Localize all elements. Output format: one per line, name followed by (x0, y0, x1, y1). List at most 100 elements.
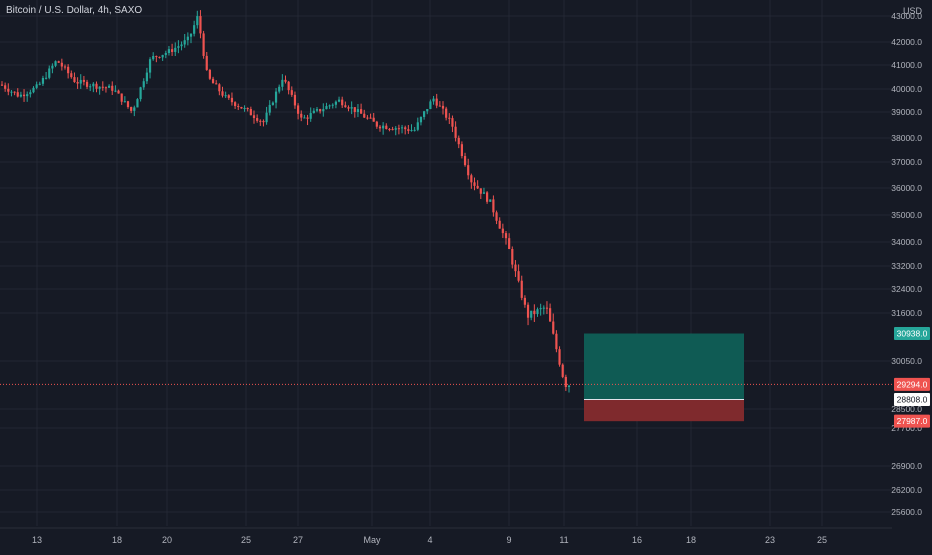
x-tick-label: 11 (559, 535, 568, 545)
candle-body (300, 113, 303, 118)
price-tag-label: 29294.0 (897, 379, 928, 389)
time-axis[interactable]: 13 18 20 25 27 May 4 9 11 16 18 23 25 (0, 527, 892, 545)
x-tick-label: 4 (427, 535, 432, 545)
candle-body (385, 125, 388, 130)
candle-body (79, 79, 82, 84)
candle-body (514, 264, 517, 272)
y-tick-label: 34000.0 (891, 237, 922, 247)
candle-body (473, 182, 476, 186)
candle-body (382, 125, 385, 129)
x-tick-label: 25 (817, 535, 827, 545)
candle-body (51, 65, 54, 69)
candle-body (240, 106, 243, 109)
candle-body (120, 93, 123, 102)
x-tick-label: 27 (293, 535, 303, 545)
candle-body (183, 40, 186, 45)
candle-body (372, 117, 375, 122)
candle-body (126, 101, 130, 108)
candle-body (394, 128, 397, 130)
candle-body (508, 238, 511, 249)
candle-body (539, 308, 542, 310)
candle-body (523, 297, 526, 305)
profit-zone[interactable] (584, 333, 744, 400)
candle-body (259, 120, 262, 122)
candle-body (319, 109, 322, 112)
candle-body (334, 101, 337, 105)
candlestick-series (0, 10, 571, 393)
candle-body (221, 91, 224, 96)
candle-body (133, 107, 136, 111)
candle-body (249, 109, 252, 116)
candle-body (369, 117, 372, 119)
candle-body (158, 56, 161, 58)
candle-body (489, 199, 492, 202)
x-tick-label: 20 (162, 535, 172, 545)
candle-body (498, 220, 501, 229)
candle-body (479, 188, 482, 194)
price-tag-entry (894, 392, 930, 406)
currency-label[interactable]: USD (903, 6, 923, 16)
symbol-title[interactable]: Bitcoin / U.S. Dollar, 4h, SAXO (6, 5, 143, 16)
candle-body (533, 310, 536, 315)
candle-body (243, 108, 246, 110)
candle-body (328, 105, 331, 107)
candle-body (45, 77, 48, 79)
candle-body (108, 85, 111, 88)
candle-body (331, 104, 334, 106)
candle-body (344, 105, 347, 108)
candle-body (22, 94, 26, 97)
candle-body (388, 129, 391, 131)
y-tick-label: 26900.0 (891, 461, 922, 471)
candle-body (407, 129, 410, 131)
candle-body (290, 90, 293, 95)
candle-body (423, 111, 426, 117)
stop-loss-zone[interactable] (584, 399, 744, 422)
y-tick-label: 40000.0 (891, 84, 922, 94)
candle-body (451, 118, 454, 127)
candle-body (564, 376, 567, 388)
candle-body (397, 128, 400, 130)
price-tag-last-price (894, 377, 930, 391)
long-position-tool[interactable] (584, 333, 744, 422)
y-tick-label: 39000.0 (891, 107, 922, 117)
candle-body (142, 81, 145, 88)
candle-body (284, 79, 287, 82)
price-tag-label: 27987.0 (897, 416, 928, 426)
candle-body (10, 91, 13, 93)
candle-body (268, 104, 271, 113)
candle-body (375, 121, 378, 127)
candle-body (82, 79, 85, 82)
x-tick-label: 18 (686, 535, 696, 545)
candle-body (303, 117, 306, 119)
y-tick-label: 36000.0 (891, 183, 922, 193)
candle-body (63, 66, 67, 68)
candle-body (271, 102, 274, 105)
candle-body (306, 117, 309, 119)
candle-body (218, 84, 221, 92)
candle-body (73, 77, 76, 83)
candle-body (215, 83, 218, 85)
candle-body (196, 16, 199, 26)
candle-body (205, 55, 208, 70)
price-tag-label: 28808.0 (897, 394, 928, 404)
price-axis[interactable]: 43000.0 42000.0 41000.0 40000.0 39000.0 38000… (891, 11, 922, 517)
candle-body (325, 106, 328, 110)
candle-body (98, 86, 101, 89)
candle-body (262, 120, 265, 123)
candle-body (32, 87, 35, 93)
candle-body (353, 107, 356, 112)
candle-body (501, 228, 504, 234)
candle-body (48, 68, 51, 78)
candle-body (404, 127, 407, 130)
y-tick-label: 33200.0 (891, 261, 922, 271)
candle-body (130, 107, 133, 111)
candle-body (252, 115, 256, 119)
y-tick-label: 38000.0 (891, 133, 922, 143)
candle-body (552, 321, 555, 334)
candle-body (89, 86, 92, 88)
candle-body (309, 113, 312, 119)
candle-body (457, 137, 460, 145)
candle-body (526, 304, 530, 318)
